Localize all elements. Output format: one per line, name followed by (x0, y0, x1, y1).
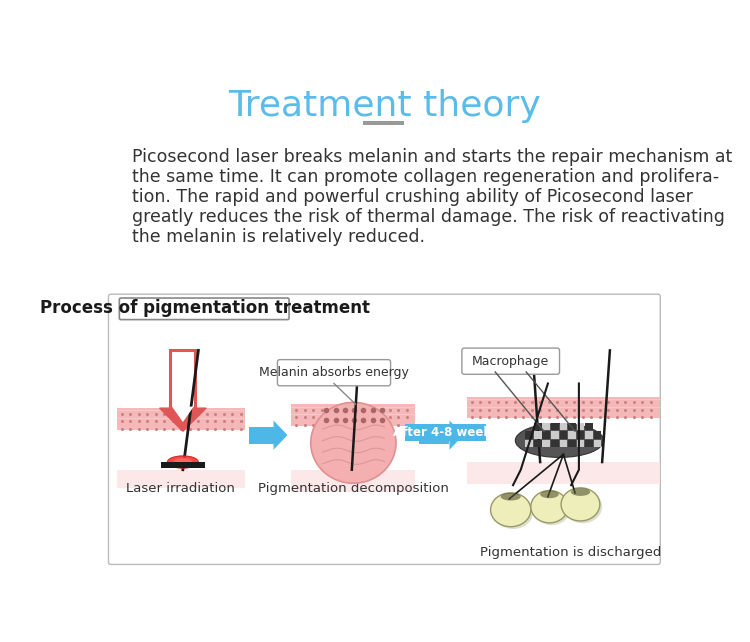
Bar (117, 408, 244, 429)
Bar (526, 431, 533, 439)
Bar (117, 470, 244, 488)
Text: the same time. It can promote collagen regeneration and prolifera-: the same time. It can promote collagen r… (133, 168, 720, 186)
Ellipse shape (493, 495, 533, 529)
Text: the melanin is relatively reduced.: the melanin is relatively reduced. (133, 228, 425, 246)
Bar (534, 440, 542, 447)
Bar (542, 431, 550, 439)
Text: Pigmentation is discharged: Pigmentation is discharged (481, 546, 662, 559)
Bar (161, 462, 205, 468)
Text: Melanin absorbs energy: Melanin absorbs energy (259, 366, 409, 379)
Text: After 4-8 weeks: After 4-8 weeks (393, 426, 498, 439)
Bar (291, 404, 416, 426)
Ellipse shape (540, 490, 559, 498)
Bar (551, 440, 559, 447)
Bar (560, 440, 567, 447)
Polygon shape (160, 408, 206, 431)
Ellipse shape (563, 490, 602, 523)
Bar (419, 427, 449, 444)
Polygon shape (172, 406, 194, 422)
Text: Pigmentation decomposition: Pigmentation decomposition (258, 483, 448, 496)
Bar (291, 470, 416, 492)
Ellipse shape (571, 488, 590, 496)
Bar (577, 440, 584, 447)
FancyBboxPatch shape (462, 348, 560, 374)
Bar (467, 462, 659, 484)
Ellipse shape (173, 458, 192, 466)
Bar (594, 431, 602, 439)
Text: Treatment theory: Treatment theory (228, 89, 541, 123)
Bar (577, 431, 584, 439)
FancyBboxPatch shape (109, 294, 660, 564)
Bar (249, 427, 274, 444)
FancyBboxPatch shape (364, 121, 404, 125)
FancyBboxPatch shape (405, 424, 485, 441)
Bar (585, 440, 592, 447)
Ellipse shape (490, 493, 531, 526)
Ellipse shape (533, 493, 571, 525)
Bar (585, 431, 592, 439)
Bar (534, 423, 542, 431)
Bar (551, 431, 559, 439)
Bar (568, 423, 576, 431)
Bar (560, 423, 567, 431)
FancyBboxPatch shape (278, 360, 391, 386)
Ellipse shape (501, 493, 520, 501)
Text: Macrophage: Macrophage (472, 354, 549, 368)
Text: Picosecond laser breaks melanin and starts the repair mechanism at: Picosecond laser breaks melanin and star… (133, 148, 733, 166)
Ellipse shape (167, 456, 198, 468)
Bar (568, 440, 576, 447)
Bar (585, 423, 592, 431)
Polygon shape (449, 421, 464, 449)
Bar (568, 431, 576, 439)
Bar (551, 423, 559, 431)
FancyBboxPatch shape (119, 298, 289, 320)
Ellipse shape (515, 424, 604, 457)
Bar (170, 351, 195, 408)
Ellipse shape (561, 488, 600, 521)
Text: tion. The rapid and powerful crushing ability of Picosecond laser: tion. The rapid and powerful crushing ab… (133, 188, 693, 206)
Ellipse shape (310, 403, 396, 483)
Ellipse shape (531, 490, 568, 523)
Bar (534, 431, 542, 439)
Text: greatly reduces the risk of thermal damage. The risk of reactivating: greatly reduces the risk of thermal dama… (133, 208, 725, 226)
Polygon shape (274, 421, 287, 449)
Bar (577, 423, 584, 431)
Bar (594, 440, 602, 447)
Bar (560, 431, 567, 439)
Text: Process of pigmentation treatment: Process of pigmentation treatment (40, 299, 370, 317)
Bar (467, 397, 659, 418)
Bar (542, 440, 550, 447)
Text: Laser irradiation: Laser irradiation (127, 483, 236, 496)
Bar (542, 423, 550, 431)
Bar (526, 440, 533, 447)
